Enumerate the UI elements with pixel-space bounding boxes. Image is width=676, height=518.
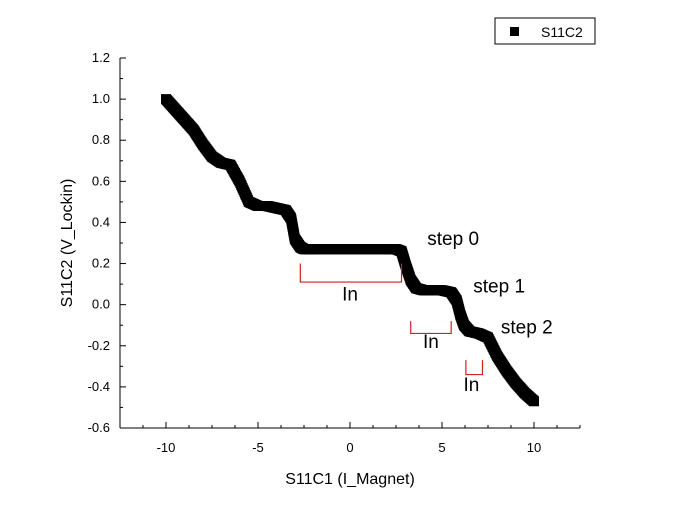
y-tick-label: 0.4: [92, 214, 110, 229]
y-tick-label: -0.4: [88, 379, 110, 394]
range-bracket: [465, 360, 484, 376]
y-tick-label: 0.6: [92, 173, 110, 188]
y-tick-label: -0.2: [88, 338, 110, 353]
annotation-label: step 2: [501, 317, 553, 338]
annotation-label: In: [342, 285, 358, 306]
legend-marker: [510, 27, 519, 36]
y-ticks: -0.6 -0.4 -0.2 0.0 0.2 0.4 0.6 0.8 1.0 1.2: [88, 50, 126, 435]
y-tick-label: 1.2: [92, 50, 110, 65]
y-tick-label: 0.8: [92, 132, 110, 147]
annotation-label: In: [423, 332, 439, 353]
x-tick-label: 5: [438, 440, 445, 455]
series-layer: [161, 94, 539, 407]
annotation-label: In: [464, 375, 480, 396]
x-tick-label: 10: [527, 440, 541, 455]
annotation-label: step 1: [473, 276, 525, 297]
y-tick-label: 1.0: [92, 91, 110, 106]
y-tick-label: 0.0: [92, 297, 110, 312]
annotations-layer: step 0 step 1 step 2 In In In: [342, 229, 553, 396]
y-axis-title: S11C2 (V_Lockin): [59, 179, 76, 308]
brackets-layer: [299, 263, 484, 376]
series-s11c2: [161, 94, 539, 407]
annotation-label: step 0: [427, 229, 479, 250]
range-bracket: [299, 263, 403, 283]
y-tick-label: 0.2: [92, 256, 110, 271]
legend-label: S11C2: [541, 24, 583, 40]
x-axis-title: S11C1 (I_Magnet): [285, 471, 415, 488]
x-tick-label: 0: [346, 440, 353, 455]
data-point: [529, 396, 539, 407]
range-bracket: [410, 321, 452, 335]
legend: S11C2: [494, 17, 596, 45]
x-tick-label: -10: [157, 440, 176, 455]
y-tick-label: -0.6: [88, 420, 110, 435]
x-ticks: -10 -5 0 5 10: [119, 422, 581, 455]
x-tick-label: -5: [252, 440, 264, 455]
